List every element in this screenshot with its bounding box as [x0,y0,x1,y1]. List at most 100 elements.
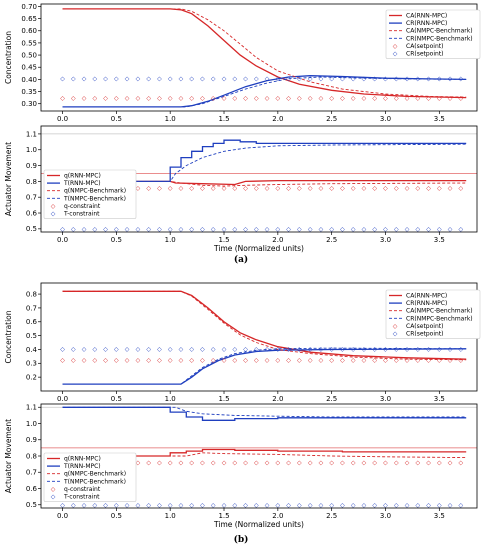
setpoint-marker: ◇ [448,185,453,192]
legend-label: q(RNN-MPC) [64,456,101,463]
y-tick-label: 1.1 [26,404,37,412]
setpoint-marker: ◇ [243,95,248,102]
legend-marker: ◇ [51,211,56,218]
setpoint-marker: ◇ [243,75,248,82]
setpoint-marker: ◇ [459,502,464,509]
setpoint-marker: ◇ [189,75,194,82]
y-tick-label: 0.9 [26,162,37,170]
setpoint-marker: ◇ [232,502,237,509]
setpoint-marker: ◇ [286,346,291,353]
setpoint-marker: ◇ [189,95,194,102]
legend-label: T(NMPC-Benchmark) [63,195,126,202]
setpoint-marker: ◇ [232,226,237,233]
legend-marker: ◇ [393,51,398,58]
y-tick-label: 0.4 [26,346,38,354]
series-line [62,179,467,186]
setpoint-marker: ◇ [232,357,237,364]
setpoint-marker: ◇ [308,346,313,353]
setpoint-marker: ◇ [93,502,98,509]
setpoint-marker: ◇ [93,95,98,102]
setpoint-marker: ◇ [437,357,442,364]
setpoint-marker: ◇ [200,502,205,509]
x-tick-label: 2.5 [326,395,337,403]
setpoint-marker: ◇ [189,460,194,467]
setpoint-marker: ◇ [179,185,184,192]
series-line [62,180,467,187]
setpoint-marker: ◇ [415,502,420,509]
setpoint-marker: ◇ [243,502,248,509]
setpoint-marker: ◇ [146,75,151,82]
setpoint-marker: ◇ [459,185,464,192]
y-tick-label: 0.6 [26,209,38,217]
legend-label: q(NMPC-Benchmark) [64,188,126,195]
series-line [62,348,467,385]
setpoint-marker: ◇ [254,226,259,233]
setpoint-marker: ◇ [103,357,108,364]
y-tick-label: 0.5 [26,225,37,233]
legend: q(RNN-MPC)T(RNN-MPC)q(NMPC-Benchmark)T(N… [43,169,137,219]
setpoint-marker: ◇ [394,357,399,364]
setpoint-marker: ◇ [286,460,291,467]
setpoint-marker: ◇ [200,460,205,467]
x-tick-label: 1.5 [218,115,229,123]
setpoint-marker: ◇ [340,185,345,192]
setpoint-marker: ◇ [103,226,108,233]
x-tick-label: 3.0 [380,236,391,244]
setpoint-marker: ◇ [243,460,248,467]
series-line [62,143,467,182]
setpoint-marker: ◇ [222,346,227,353]
setpoint-marker: ◇ [265,502,270,509]
series-line [62,347,467,385]
setpoint-marker: ◇ [103,502,108,509]
x-axis-label: Time (Normalized units) [213,244,304,253]
setpoint-marker: ◇ [308,95,313,102]
setpoint-marker: ◇ [168,185,173,192]
setpoint-marker: ◇ [265,75,270,82]
setpoint-marker: ◇ [211,502,216,509]
setpoint-marker: ◇ [448,357,453,364]
panel-letter-a: (a) [234,254,248,265]
setpoint-marker: ◇ [276,75,281,82]
setpoint-marker: ◇ [394,346,399,353]
setpoint-marker: ◇ [146,226,151,233]
legend-label: q(RNN-MPC) [64,173,101,180]
x-tick-label: 3.5 [434,512,445,520]
setpoint-marker: ◇ [243,185,248,192]
setpoint-marker: ◇ [232,460,237,467]
setpoint-marker: ◇ [372,185,377,192]
setpoint-marker: ◇ [157,502,162,509]
setpoint-marker: ◇ [362,185,367,192]
setpoint-marker: ◇ [136,460,141,467]
chart-a-bottom: ◇ ◇ ◇ ◇ ◇ ◇ ◇ ◇ ◇ ◇ ◇ ◇ ◇ ◇ ◇ ◇ ◇ ◇ ◇ ◇ ◇ ◇ ◇ ◇ ◇ ◇ ◇ ◇ ◇ ◇ ◇ ◇ ◇ ◇ ◇ ◇ ◇ ◇ ◇ ◇… [4,125,478,253]
setpoint-marker: ◇ [459,95,464,102]
setpoint-marker: ◇ [372,95,377,102]
setpoint-marker: ◇ [136,502,141,509]
setpoint-marker: ◇ [82,95,87,102]
setpoint-marker: ◇ [276,95,281,102]
setpoint-marker: ◇ [114,502,119,509]
x-tick-label: 2.5 [326,512,337,520]
x-tick-label: 1.5 [218,512,229,520]
legend: CA(RNN-MPC)CR(RNN-MPC)CA(NMPC-Benchmark)… [385,9,481,59]
setpoint-marker: ◇ [276,502,281,509]
setpoint-marker: ◇ [211,226,216,233]
setpoint-marker: ◇ [340,75,345,82]
y-tick-label: 0.50 [21,51,37,59]
setpoint-marker: ◇ [168,226,173,233]
setpoint-marker: ◇ [200,75,205,82]
setpoint-marker: ◇ [136,95,141,102]
x-tick-label: 2.0 [272,236,283,244]
setpoint-marker: ◇ [459,357,464,364]
setpoint-marker: ◇ [146,460,151,467]
setpoint-marker: ◇ [351,95,356,102]
y-tick-label: 0.30 [21,100,37,108]
setpoint-marker: ◇ [103,346,108,353]
series-group: ◇ ◇ ◇ ◇ ◇ ◇ ◇ ◇ ◇ ◇ ◇ ◇ ◇ ◇ ◇ ◇ ◇ ◇ ◇ ◇ ◇ ◇ ◇ ◇ ◇ ◇ ◇ ◇ ◇ ◇ ◇ ◇ ◇ ◇ ◇ ◇ ◇ ◇ ◇ ◇… [60,406,467,509]
series-line [62,452,467,459]
setpoint-marker: ◇ [189,502,194,509]
setpoint-marker: ◇ [297,460,302,467]
legend-label: CR(setpoint) [406,331,444,338]
setpoint-marker: ◇ [362,226,367,233]
setpoint-marker: ◇ [222,460,227,467]
setpoint-marker: ◇ [351,185,356,192]
